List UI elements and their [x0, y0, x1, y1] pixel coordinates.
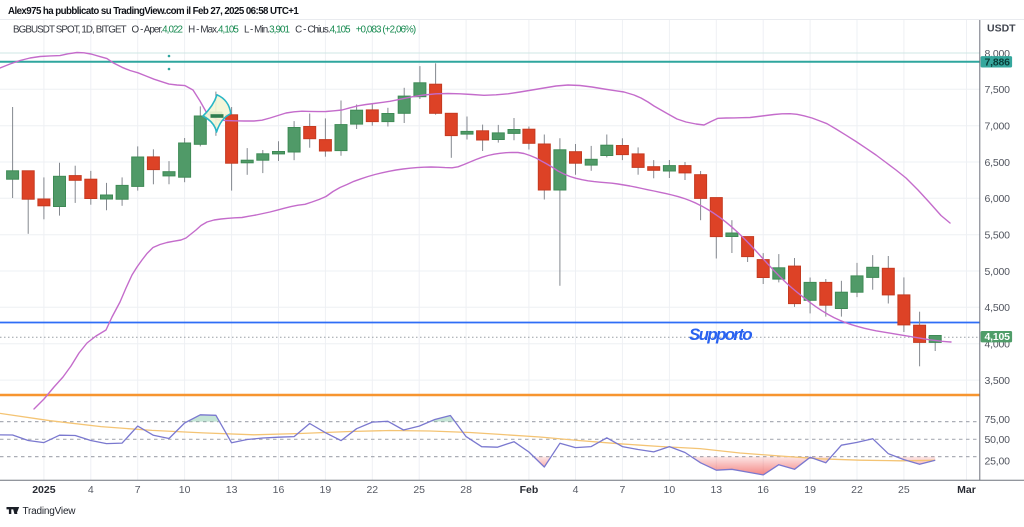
- svg-text:10: 10: [179, 484, 191, 496]
- svg-text:50,00: 50,00: [985, 434, 1011, 446]
- svg-text:7: 7: [619, 484, 625, 496]
- svg-text:4: 4: [88, 484, 94, 496]
- svg-text:22: 22: [851, 484, 863, 496]
- svg-text:6,500: 6,500: [985, 157, 1011, 169]
- svg-text:6,000: 6,000: [985, 193, 1011, 205]
- svg-text:19: 19: [320, 484, 332, 496]
- svg-text:16: 16: [757, 484, 769, 496]
- svg-text:25: 25: [898, 484, 910, 496]
- svg-text:4: 4: [573, 484, 579, 496]
- svg-text:Mar: Mar: [957, 484, 976, 496]
- svg-text:Supporto: Supporto: [689, 325, 752, 344]
- svg-text:4,500: 4,500: [985, 302, 1011, 314]
- svg-text:Alex975 ha pubblicato su Tradi: Alex975 ha pubblicato su TradingView.com…: [8, 6, 299, 17]
- svg-text:5,000: 5,000: [985, 266, 1011, 278]
- svg-text:TradingView: TradingView: [23, 506, 77, 517]
- svg-text:7,500: 7,500: [985, 84, 1011, 96]
- svg-text:22: 22: [366, 484, 378, 496]
- svg-text:7,000: 7,000: [985, 121, 1011, 133]
- svg-text:19: 19: [804, 484, 816, 496]
- svg-text:USDT: USDT: [987, 23, 1016, 35]
- svg-text:Feb: Feb: [520, 484, 539, 496]
- svg-text:25: 25: [413, 484, 425, 496]
- svg-text:13: 13: [226, 484, 238, 496]
- svg-text:3,500: 3,500: [985, 375, 1011, 387]
- svg-text:10: 10: [664, 484, 676, 496]
- svg-text:7: 7: [135, 484, 141, 496]
- svg-text:2025: 2025: [32, 484, 56, 496]
- svg-text:16: 16: [273, 484, 285, 496]
- svg-text:4,105: 4,105: [985, 331, 1011, 343]
- svg-text:28: 28: [460, 484, 472, 496]
- svg-text:75,00: 75,00: [985, 414, 1011, 426]
- svg-text:25,00: 25,00: [985, 455, 1011, 467]
- svg-text:7,886: 7,886: [985, 56, 1011, 68]
- svg-text:13: 13: [710, 484, 722, 496]
- svg-text:5,500: 5,500: [985, 230, 1011, 242]
